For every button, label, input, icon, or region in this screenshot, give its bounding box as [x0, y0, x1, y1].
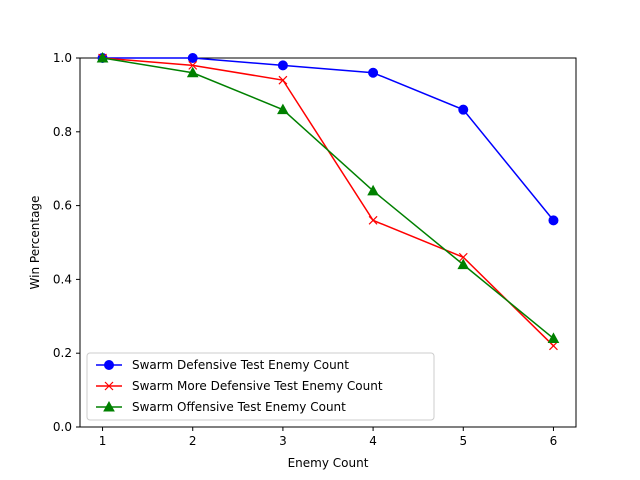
- legend-label: Swarm Offensive Test Enemy Count: [132, 400, 346, 414]
- x-tick-label: 3: [279, 434, 287, 448]
- data-point: [547, 332, 560, 343]
- data-point: [549, 341, 558, 351]
- data-point: [457, 258, 470, 270]
- legend-label: Swarm More Defensive Test Enemy Count: [132, 379, 383, 393]
- x-axis-label: Enemy Count: [288, 456, 369, 470]
- data-point: [187, 53, 198, 63]
- series-3: [96, 51, 560, 343]
- legend-item: Swarm Offensive Test Enemy Count: [96, 400, 346, 414]
- legend: Swarm Defensive Test Enemy Count Swarm Mo…: [86, 352, 435, 421]
- x-tick-label: 4: [369, 434, 377, 448]
- y-tick-label: 0.2: [53, 346, 72, 360]
- y-tick-label: 0.6: [53, 199, 72, 213]
- data-point: [368, 215, 378, 225]
- legend-box: [86, 352, 435, 421]
- legend-item: Swarm Defensive Test Enemy Count: [96, 358, 349, 372]
- data-point: [96, 51, 109, 63]
- data-point: [188, 60, 198, 70]
- data-point: [277, 103, 289, 115]
- legend-marker: [104, 360, 114, 370]
- x-tick-label: 2: [189, 434, 197, 448]
- y-tick-label: 0.4: [53, 272, 72, 286]
- legend-item: Swarm More Defensive Test Enemy Count: [96, 379, 383, 393]
- data-point: [458, 252, 468, 262]
- data-point: [277, 60, 288, 71]
- data-point: [458, 104, 469, 115]
- y-axis-ticks: 0.0 0.2 0.4 0.6 0.8 1.0: [53, 51, 80, 434]
- y-tick-label: 0.8: [53, 125, 72, 139]
- legend-label: Swarm Defensive Test Enemy Count: [132, 358, 349, 372]
- x-tick-label: 5: [459, 434, 467, 448]
- data-point: [278, 75, 288, 85]
- y-tick-label: 1.0: [53, 51, 72, 65]
- x-tick-label: 1: [99, 434, 107, 448]
- x-tick-label: 6: [550, 434, 558, 448]
- data-point: [368, 67, 379, 78]
- data-point: [186, 66, 199, 78]
- legend-marker: [104, 381, 114, 391]
- series-line: [102, 57, 554, 340]
- legend-marker: [103, 400, 115, 412]
- data-point: [548, 215, 559, 226]
- series-layer: [96, 51, 560, 351]
- data-point: [367, 184, 379, 196]
- x-axis-ticks: 1 2 3 4 5 6: [99, 427, 558, 448]
- series-line: [102, 57, 555, 221]
- y-axis-label: Win Percentage: [28, 196, 42, 290]
- y-tick-label: 0.0: [53, 420, 72, 434]
